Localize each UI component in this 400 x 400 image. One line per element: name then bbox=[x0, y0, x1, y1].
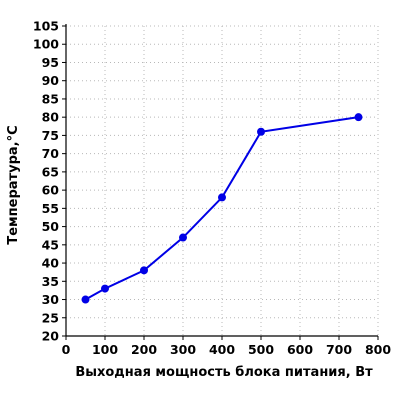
y-tick-label: 95 bbox=[42, 55, 59, 70]
x-tick-label: 500 bbox=[248, 342, 274, 357]
x-tick-label: 700 bbox=[326, 342, 352, 357]
x-axis-ticks: 0 100 200 300 400 500 600 700 800 bbox=[62, 336, 391, 357]
y-tick-label: 60 bbox=[42, 183, 60, 198]
x-tick-label: 0 bbox=[62, 342, 71, 357]
x-tick-label: 100 bbox=[92, 342, 118, 357]
y-tick-label: 75 bbox=[42, 128, 59, 143]
data-point bbox=[101, 284, 109, 293]
y-tick-label: 85 bbox=[42, 91, 59, 106]
y-tick-label: 45 bbox=[42, 237, 59, 252]
x-tick-label: 600 bbox=[287, 342, 313, 357]
x-axis-label: Выходная мощность блока питания, Вт bbox=[75, 365, 373, 380]
x-tick-label: 400 bbox=[209, 342, 235, 357]
x-tick-label: 800 bbox=[365, 342, 391, 357]
data-point bbox=[140, 266, 148, 275]
data-point bbox=[354, 113, 363, 122]
series-group bbox=[81, 113, 363, 304]
y-tick-label: 105 bbox=[33, 19, 59, 34]
y-tick-label: 65 bbox=[42, 164, 59, 179]
y-tick-label: 25 bbox=[42, 310, 59, 325]
y-axis-label: Температура,°С bbox=[6, 125, 21, 244]
y-tick-label: 100 bbox=[33, 37, 59, 52]
y-tick-label: 55 bbox=[42, 201, 59, 216]
data-point bbox=[179, 233, 187, 242]
y-tick-label: 80 bbox=[42, 110, 60, 125]
y-axis-ticks: 20 25 30 35 40 45 50 55 60 65 70 75 80 85 90 95 100 105 bbox=[33, 19, 66, 344]
data-point bbox=[218, 193, 226, 202]
y-tick-label: 40 bbox=[42, 256, 60, 271]
x-tick-label: 300 bbox=[170, 342, 196, 357]
y-tick-label: 20 bbox=[42, 329, 60, 344]
y-tick-label: 30 bbox=[42, 292, 60, 307]
grid bbox=[66, 25, 379, 336]
y-tick-label: 70 bbox=[42, 146, 60, 161]
y-tick-label: 90 bbox=[42, 73, 60, 88]
data-point bbox=[257, 127, 265, 136]
y-tick-label: 50 bbox=[42, 219, 60, 234]
data-point bbox=[81, 295, 90, 304]
x-tick-label: 200 bbox=[131, 342, 157, 357]
y-tick-label: 35 bbox=[42, 274, 59, 289]
